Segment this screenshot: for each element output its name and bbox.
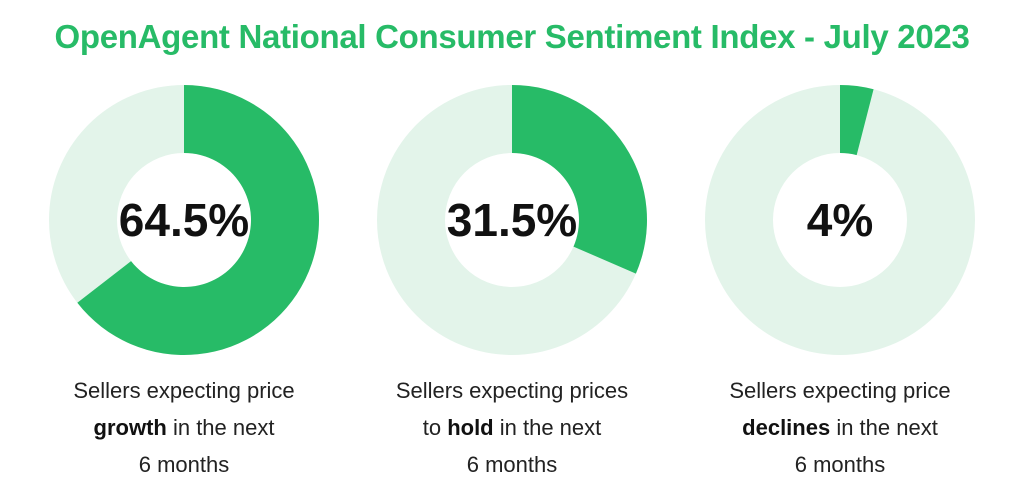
caption-line-2: to hold in the next xyxy=(352,409,672,446)
donut-arc-declines xyxy=(840,85,874,156)
caption-line-1: Sellers expecting price xyxy=(73,378,295,403)
chart-title: OpenAgent National Consumer Sentiment In… xyxy=(54,18,970,55)
caption-line-2-rest: in the next xyxy=(830,415,938,440)
caption-keyword: hold xyxy=(447,415,494,440)
donut-chart-hold: 31.5% xyxy=(377,85,647,355)
donut-chart-declines: 4% xyxy=(705,85,975,355)
caption-line-2: growth in the next xyxy=(24,409,344,446)
caption-line-2-rest: in the next xyxy=(166,415,275,440)
caption-line-3: 6 months xyxy=(466,452,558,477)
donut-caption-growth: Sellers expecting price growth in the ne… xyxy=(24,372,344,483)
caption-keyword: growth xyxy=(93,415,167,440)
donut-panel-growth: 64.5% Sellers expecting price growth in … xyxy=(24,84,344,484)
caption-line-2-rest: in the next xyxy=(493,415,602,440)
donut-arc-growth xyxy=(77,85,319,355)
donut-caption-hold: Sellers expecting prices to hold in the … xyxy=(352,372,672,483)
donut-panel-declines: 4% Sellers expecting price declines in t… xyxy=(680,84,1000,484)
caption-line-2-pre: to xyxy=(422,415,448,440)
donut-value-label-hold: 31.5% xyxy=(447,194,577,246)
caption-line-3: 6 months xyxy=(138,452,230,477)
caption-keyword: declines xyxy=(742,415,831,440)
donut-value-label-declines: 4% xyxy=(807,194,873,246)
donut-value-label-growth: 64.5% xyxy=(119,194,249,246)
donut-chart-growth: 64.5% xyxy=(49,85,319,355)
caption-line-3: 6 months xyxy=(794,452,886,477)
donut-caption-declines: Sellers expecting price declines in the … xyxy=(680,372,1000,483)
caption-line-1: Sellers expecting prices xyxy=(395,378,629,403)
donut-panel-hold: 31.5% Sellers expecting prices to hold i… xyxy=(352,84,672,484)
donut-arc-hold xyxy=(512,85,647,274)
caption-line-1: Sellers expecting price xyxy=(729,378,951,403)
caption-line-2: declines in the next xyxy=(680,409,1000,446)
